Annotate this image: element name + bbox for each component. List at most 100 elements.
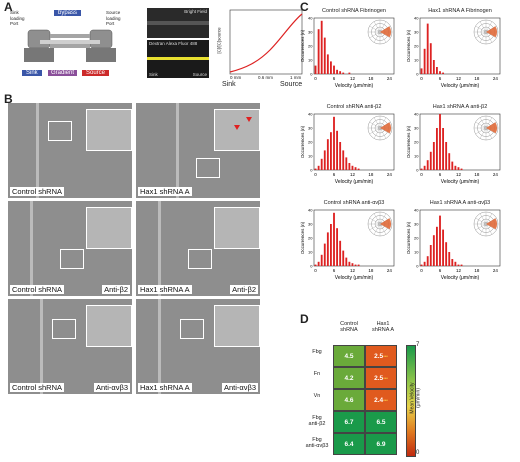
hist-x-tick: 24 — [493, 172, 499, 177]
hist-y-tick: 20 — [308, 140, 313, 145]
hist-title: Hax1 shRNA A Fibrinogen — [428, 8, 492, 14]
col-header-control: Control shRNA — [340, 321, 358, 333]
label-hax1-shrna-3: Hax1 shRNA A — [138, 383, 192, 392]
heatmap-row-label: Fbg anti-ανβ3 — [305, 437, 329, 449]
label-anti-avb3-right: Anti-ανβ3 — [222, 383, 258, 392]
hist-bar — [420, 68, 423, 74]
label-hax1-shrna-2: Hax1 shRNA A — [138, 285, 192, 294]
hist-bar — [326, 54, 329, 74]
hist-bar — [436, 128, 438, 170]
rose-spoke — [369, 25, 381, 33]
rose-spoke — [373, 223, 381, 235]
hist-ylabel: Occurrences (n) — [406, 125, 411, 158]
legend-sink: Sink — [22, 70, 42, 76]
hist-y-tick: 0 — [310, 264, 313, 269]
hist-ylabel: Occurrences (n) — [300, 221, 305, 254]
hist-bar — [420, 264, 423, 266]
micrograph-control-1: Control shRNA — [8, 103, 132, 198]
hist-ylabel: Occurrences (n) — [406, 221, 411, 254]
hist-bar — [445, 142, 448, 170]
hist-bar — [432, 235, 435, 266]
hist-x-tick: 18 — [368, 172, 374, 177]
rose-wedge — [380, 122, 391, 134]
hist-bar — [432, 60, 435, 74]
heatmap-cell: 2.4 *** — [365, 389, 397, 411]
hist-x-tick: 24 — [493, 76, 499, 81]
rose-spoke — [369, 31, 381, 39]
rose-spoke — [373, 213, 381, 225]
hist-bar — [314, 168, 317, 170]
rose-spoke — [475, 31, 487, 39]
hist-x-tick: 24 — [387, 172, 393, 177]
hist-y-tick: 0 — [416, 168, 419, 173]
red-arrow-1-icon — [246, 117, 252, 122]
hist-x-tick: 6 — [333, 268, 336, 273]
rose-spoke — [373, 117, 381, 129]
hist-bar — [333, 65, 335, 74]
heatmap-cell: 4.6 — [333, 389, 365, 411]
label-control-shrna-3: Control shRNA — [10, 383, 65, 392]
hist-y-tick: 30 — [308, 126, 313, 131]
rose-spoke — [369, 121, 381, 129]
hist-bar — [457, 264, 460, 266]
rose-spoke — [479, 117, 487, 129]
rose-spoke — [475, 25, 487, 33]
hist-y-tick: 30 — [308, 222, 313, 227]
gradient-plot: [C]/[C]source 0 mm 0.6 mm 1 mm Sink Sour… — [216, 6, 306, 88]
rose-spoke — [379, 31, 387, 43]
hist-bar — [451, 161, 454, 170]
rose-spoke — [369, 127, 381, 135]
hist-bar — [439, 71, 441, 74]
hist-x-tick: 12 — [350, 268, 356, 273]
hist-bar — [423, 261, 426, 266]
hist-frame — [419, 113, 501, 171]
hist-bar — [442, 72, 444, 74]
hist-bar — [314, 65, 317, 74]
rose-spoke — [479, 127, 487, 139]
rose-spoke — [373, 31, 381, 43]
dextran-label: Dextran Alexa Fluor 488 — [149, 41, 198, 46]
hist-y-tick: 10 — [308, 250, 313, 255]
sink-port-label: Sink loading Port — [10, 10, 25, 26]
hist-bar — [333, 116, 335, 170]
hist-frame — [419, 17, 501, 75]
plot-ylabel: [C]/[C]source — [216, 27, 222, 54]
hist-bar — [326, 139, 329, 170]
hist-y-tick: 40 — [308, 208, 313, 213]
source-port-label: Source loading Port — [106, 10, 121, 26]
rose-wedge — [486, 26, 497, 38]
hist-y-tick: 30 — [414, 126, 419, 131]
dextran-sink-label: Sink — [149, 72, 158, 77]
hist-x-tick: 6 — [439, 76, 442, 81]
heatmap-cell: 2.5 *** — [365, 367, 397, 389]
label-hax1-shrna-1: Hax1 shRNA A — [138, 187, 192, 196]
rose-spoke — [479, 31, 487, 43]
rose-spoke — [479, 213, 487, 225]
panel-c-letter: C — [300, 0, 309, 14]
hist-y-tick: 40 — [308, 16, 313, 21]
device-schematic: bypass Sink loading Port Source loading … — [10, 8, 130, 83]
rose-spoke — [379, 127, 391, 135]
rose-spoke — [485, 31, 493, 43]
hist-bar — [426, 256, 429, 266]
heatmap-cell: 4.5 — [333, 345, 365, 367]
label-anti-avb3-left: Anti-ανβ3 — [94, 383, 130, 392]
hist-x-tick: 0 — [314, 76, 317, 81]
hist-y-tick: 30 — [414, 30, 419, 35]
hist-bar — [345, 157, 348, 170]
hist-x-tick: 6 — [333, 76, 336, 81]
panel-b-letter: B — [4, 92, 13, 106]
hist-x-tick: 6 — [333, 172, 336, 177]
hist-x-tick: 12 — [456, 76, 462, 81]
hist-y-tick: 30 — [414, 222, 419, 227]
plot-x-tick-0: 0 mm — [230, 75, 242, 80]
micrograph-hax1-3: Hax1 shRNA A Anti-ανβ3 — [136, 299, 260, 394]
hist-bar — [333, 212, 335, 266]
rose-wedge — [380, 26, 391, 38]
hist-bar — [323, 150, 326, 170]
hist-bar — [339, 240, 342, 266]
hist-y-tick: 10 — [308, 58, 313, 63]
heatmap-row-label: Fbg anti-β2 — [308, 415, 326, 427]
heatmap-cell-value: 2.4 — [374, 396, 384, 404]
heatmap-cell-value: 4.5 — [344, 352, 354, 360]
